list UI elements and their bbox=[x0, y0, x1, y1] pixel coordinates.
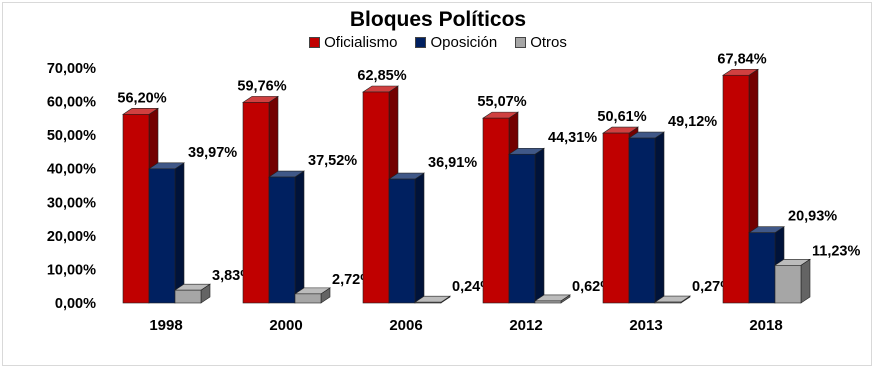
data-label: 59,76% bbox=[237, 78, 286, 94]
x-tick-label: 2013 bbox=[629, 317, 662, 334]
bar-oposición-2012 bbox=[508, 147, 545, 304]
legend-swatch-otros bbox=[515, 37, 527, 48]
bar-side-face bbox=[534, 147, 545, 304]
bar-side-face bbox=[800, 258, 811, 304]
bar-front-face bbox=[654, 301, 682, 304]
bar-side-face bbox=[174, 162, 185, 304]
bar-oposición-1998 bbox=[148, 162, 185, 304]
bar-front-face bbox=[534, 300, 562, 304]
data-label: 36,91% bbox=[428, 155, 477, 171]
bar-front-face bbox=[242, 102, 270, 304]
bar-front-face bbox=[748, 232, 776, 304]
bar-otros-2018 bbox=[774, 258, 811, 304]
y-tick-label: 10,00% bbox=[47, 262, 96, 278]
bar-front-face bbox=[148, 168, 176, 304]
x-tick-label: 1998 bbox=[149, 317, 182, 334]
bar-side-face bbox=[414, 172, 425, 304]
chart-title: Bloques Políticos bbox=[349, 8, 527, 31]
data-label: 67,84% bbox=[717, 51, 766, 67]
bar-front-face bbox=[388, 178, 416, 304]
data-label: 55,07% bbox=[477, 94, 526, 110]
bar-otros-2013 bbox=[654, 295, 691, 304]
data-label: 50,61% bbox=[597, 109, 646, 125]
x-tick-label: 2018 bbox=[749, 317, 782, 334]
bar-otros-2000 bbox=[294, 287, 331, 304]
bar-oposición-2000 bbox=[268, 170, 305, 304]
y-tick-label: 70,00% bbox=[47, 61, 96, 77]
bar-front-face bbox=[174, 289, 202, 304]
bar-front-face bbox=[294, 293, 322, 304]
bar-otros-2006 bbox=[414, 295, 451, 304]
legend-item-oposicion: Oposición bbox=[415, 34, 497, 51]
x-tick-label: 2012 bbox=[509, 317, 542, 334]
bar-front-face bbox=[602, 132, 630, 304]
bar-side-face bbox=[654, 131, 665, 304]
legend-swatch-oficialismo bbox=[309, 37, 321, 48]
bar-front-face bbox=[628, 137, 656, 304]
data-label: 62,85% bbox=[357, 68, 406, 84]
legend: Oficialismo Oposición Otros bbox=[0, 34, 876, 51]
y-tick-label: 20,00% bbox=[47, 229, 96, 245]
legend-label-oficialismo: Oficialismo bbox=[324, 34, 398, 51]
bar-front-face bbox=[508, 153, 536, 304]
bar-front-face bbox=[482, 117, 510, 304]
data-label: 39,97% bbox=[188, 145, 237, 161]
bar-otros-2012 bbox=[534, 294, 571, 304]
legend-item-oficialismo: Oficialismo bbox=[309, 34, 397, 51]
bar-oficialismo-2018 bbox=[722, 68, 759, 304]
data-label: 56,20% bbox=[117, 90, 166, 106]
data-label: 49,12% bbox=[668, 114, 717, 130]
data-label: 44,31% bbox=[548, 130, 597, 146]
data-label: 11,23% bbox=[812, 243, 860, 259]
y-tick-label: 40,00% bbox=[47, 162, 96, 178]
data-label: 20,93% bbox=[788, 209, 837, 225]
legend-swatch-oposicion bbox=[415, 37, 427, 48]
y-tick-label: 50,00% bbox=[47, 128, 96, 144]
y-tick-label: 0,00% bbox=[55, 296, 96, 312]
bar-front-face bbox=[414, 301, 442, 304]
x-tick-label: 2000 bbox=[269, 317, 302, 334]
y-tick-label: 30,00% bbox=[47, 195, 96, 211]
bar-front-face bbox=[122, 114, 150, 304]
bar-side-face bbox=[294, 170, 305, 304]
bar-front-face bbox=[774, 264, 802, 304]
data-label: 37,52% bbox=[308, 153, 357, 169]
legend-label-oposicion: Oposición bbox=[430, 34, 498, 51]
bar-front-face bbox=[722, 74, 750, 304]
bar-front-face bbox=[268, 176, 296, 304]
bar-otros-1998 bbox=[174, 283, 211, 304]
bar-front-face bbox=[362, 91, 390, 304]
legend-item-otros: Otros bbox=[515, 34, 567, 51]
bar-oposición-2013 bbox=[628, 131, 665, 304]
y-tick-label: 60,00% bbox=[47, 95, 96, 111]
bar-oposición-2006 bbox=[388, 172, 425, 304]
x-tick-label: 2006 bbox=[389, 317, 422, 334]
legend-label-otros: Otros bbox=[530, 34, 567, 51]
